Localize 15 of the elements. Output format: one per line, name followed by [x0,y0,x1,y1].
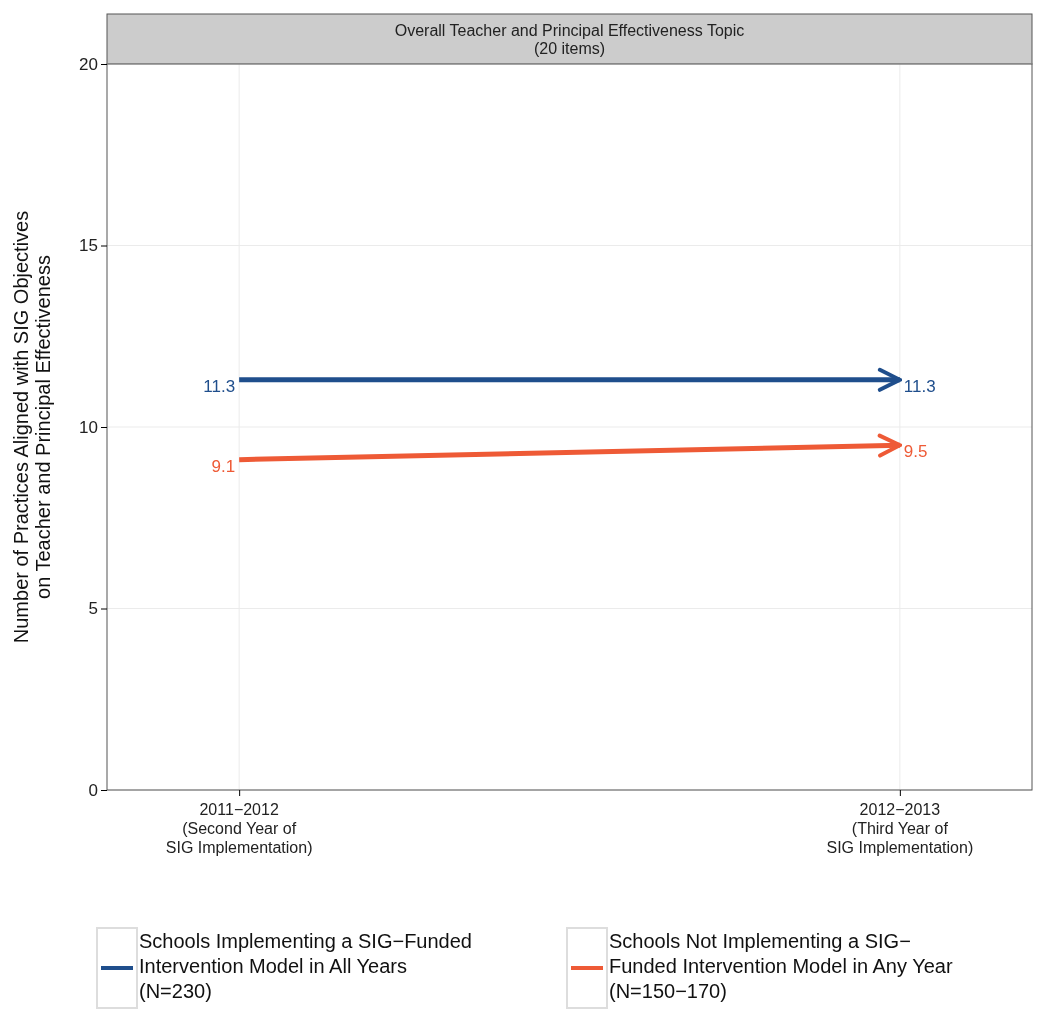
y-tick-label: 5 [88,599,98,619]
chart-title: Overall Teacher and Principal Effectiveness Topic (20 items) [394,22,745,57]
x-tick-label: 2011−2012 (Second Year of SIG Implementation) [165,801,313,856]
y-tick-label: 0 [88,780,98,800]
legend-label: Schools Implementing a SIG−Funded Intervention Model in All Years (N=230) [139,930,472,1002]
y-tick-label: 10 [79,417,98,437]
data-label: 11.3 [903,376,936,396]
data-label: 11.3 [203,376,236,396]
data-label: 9.1 [211,456,236,476]
y-tick-label: 15 [79,236,98,256]
legend-label: Schools Not Implementing a SIG− Funded Intervention Model in Any Year (N=150−170) [609,930,953,1002]
y-tick-label: 20 [79,54,98,74]
data-label: 9.5 [903,442,928,462]
y-axis-title: Number of Practices Aligned with SIG Objectives on Teacher and Principal Effectiveness [10,210,54,644]
x-tick-label: 2012−2013 (Third Year of SIG Implementation) [826,801,974,856]
